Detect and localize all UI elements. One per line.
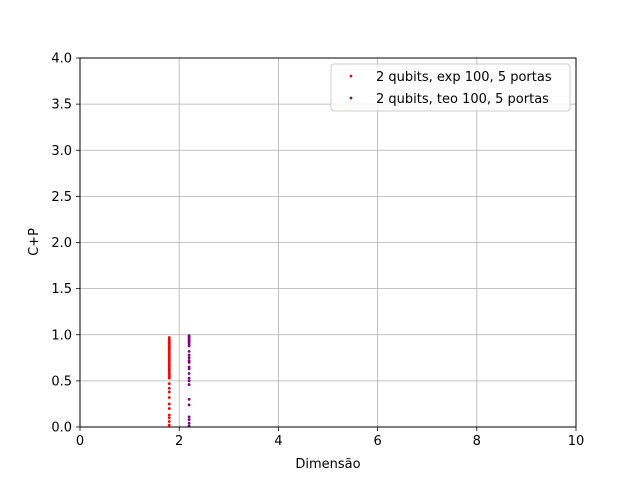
data-point xyxy=(167,386,171,390)
data-points xyxy=(167,334,191,428)
legend-box xyxy=(330,63,571,112)
data-point xyxy=(167,396,171,399)
data-point xyxy=(187,383,191,386)
y-tick-label: 2.0 xyxy=(51,236,72,251)
data-point xyxy=(167,390,171,394)
data-point xyxy=(187,334,191,338)
data-point xyxy=(187,397,191,401)
data-point xyxy=(167,416,171,420)
data-point xyxy=(187,421,191,425)
y-axis-label: C+P xyxy=(27,228,42,256)
y-axis-ticks: 0.0 0.5 1.0 1.5 2.0 2.5 3.0 3.5 4.0 xyxy=(51,52,80,436)
data-point xyxy=(187,403,191,407)
x-axis-label: Dimensão xyxy=(295,457,360,472)
data-point xyxy=(187,365,191,369)
y-tick-label: 1.5 xyxy=(51,282,72,297)
y-tick-label: 0.0 xyxy=(51,421,72,436)
data-point xyxy=(187,418,191,422)
legend: 2 qubits, exp 100, 5 portas 2 qubits, te… xyxy=(330,63,571,112)
data-point xyxy=(167,420,171,423)
x-axis-ticks: 0 2 4 6 8 10 xyxy=(76,427,584,449)
x-tick-label: 8 xyxy=(473,434,481,449)
data-point xyxy=(167,413,171,417)
y-tick-label: 3.5 xyxy=(51,98,72,113)
data-point xyxy=(187,349,191,353)
data-point xyxy=(187,415,191,419)
data-point xyxy=(167,407,171,410)
data-point xyxy=(187,372,191,375)
x-tick-label: 0 xyxy=(76,434,84,449)
data-point xyxy=(167,423,171,427)
legend-marker-teo xyxy=(349,96,353,100)
legend-label-teo: 2 qubits, teo 100, 5 portas xyxy=(376,92,549,107)
y-tick-label: 4.0 xyxy=(51,52,72,67)
x-tick-label: 4 xyxy=(274,434,282,449)
y-tick-label: 0.5 xyxy=(51,374,72,389)
y-tick-label: 1.0 xyxy=(51,328,72,343)
series-0 xyxy=(167,336,171,427)
legend-marker-exp xyxy=(349,74,353,78)
data-point xyxy=(187,356,191,360)
x-tick-label: 10 xyxy=(568,434,585,449)
data-point xyxy=(187,353,191,357)
y-tick-label: 3.0 xyxy=(51,144,72,159)
data-point xyxy=(187,359,191,362)
data-point xyxy=(187,379,191,383)
y-tick-label: 2.5 xyxy=(51,190,72,205)
x-tick-label: 6 xyxy=(373,434,381,449)
x-tick-label: 2 xyxy=(175,434,183,449)
data-point xyxy=(167,336,171,339)
data-point xyxy=(187,376,191,380)
data-point xyxy=(167,402,171,406)
data-point xyxy=(167,382,171,386)
series-1 xyxy=(187,334,191,428)
legend-label-exp: 2 qubits, exp 100, 5 portas xyxy=(376,70,552,85)
